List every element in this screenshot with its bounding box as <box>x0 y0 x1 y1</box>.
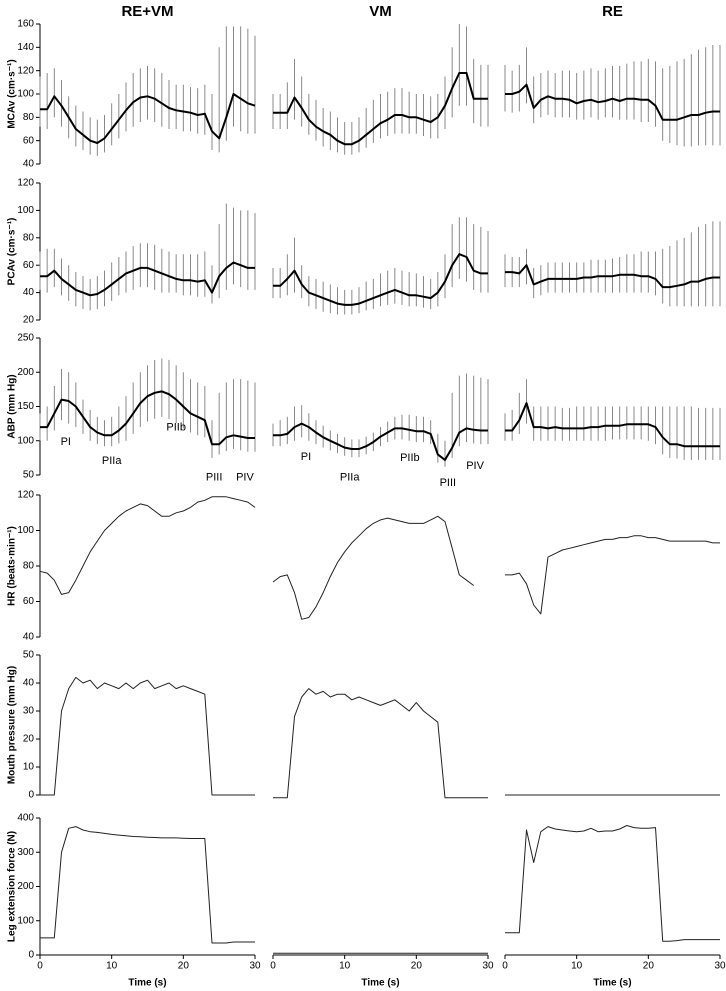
y-tick-label: 40 <box>23 287 35 298</box>
y-tick-label: 120 <box>17 65 34 76</box>
phase-label: PIV <box>466 460 484 472</box>
x-tick-label: 0 <box>37 961 43 972</box>
y-tick-label: 0 <box>28 950 34 961</box>
y-tick-label: 60 <box>23 260 35 271</box>
y-axis-label: Mouth pressure (mm Hg) <box>7 666 18 784</box>
y-axis-label: PCAv (cm·s⁻¹) <box>7 218 18 286</box>
y-tick-label: 50 <box>23 470 35 481</box>
y-tick-label: 120 <box>17 490 34 501</box>
y-tick-label: 250 <box>17 333 34 344</box>
y-tick-label: 40 <box>23 678 35 689</box>
x-tick-label: 0 <box>270 961 276 972</box>
y-tick-label: 160 <box>17 19 34 30</box>
x-tick-label: 30 <box>482 961 494 972</box>
trace-line <box>505 825 720 942</box>
trace-line <box>505 535 720 615</box>
x-tick-label: 10 <box>339 961 351 972</box>
x-axis-label: Time (s) <box>128 978 166 989</box>
mean-line <box>505 264 720 289</box>
y-tick-label: 100 <box>17 205 34 216</box>
mean-line <box>40 261 255 297</box>
y-axis-label: ABP (mm Hg) <box>7 374 18 438</box>
phase-label: PIIb <box>400 452 420 464</box>
mean-line <box>273 422 488 461</box>
x-tick-label: 10 <box>106 961 118 972</box>
y-tick-label: 0 <box>28 790 34 801</box>
column-title: RE+VM <box>121 3 173 20</box>
y-tick-label: 80 <box>23 112 35 123</box>
mean-line <box>273 253 488 306</box>
mean-line <box>40 390 255 446</box>
y-tick-label: 40 <box>23 159 35 170</box>
x-tick-label: 20 <box>643 961 655 972</box>
trace-line <box>39 496 256 595</box>
mean-line <box>505 402 720 448</box>
mean-line <box>40 93 256 144</box>
y-tick-label: 80 <box>23 561 35 572</box>
trace-line <box>273 688 488 799</box>
phase-label: PIII <box>206 472 223 484</box>
y-axis-label: HR (beats·min⁻¹) <box>7 526 18 606</box>
mean-line <box>505 83 720 121</box>
y-tick-label: 60 <box>23 135 35 146</box>
y-tick-label: 120 <box>17 178 34 189</box>
y-tick-label: 200 <box>17 367 34 378</box>
y-tick-label: 300 <box>17 847 34 858</box>
column-title: VM <box>369 3 392 20</box>
phase-label: PI <box>61 436 71 448</box>
phase-label: PIIb <box>166 422 186 434</box>
trace-line <box>40 826 255 944</box>
y-tick-label: 40 <box>23 632 35 643</box>
x-tick-label: 10 <box>571 961 583 972</box>
y-tick-label: 400 <box>17 813 34 824</box>
phase-label: PIIa <box>102 455 122 467</box>
y-tick-label: 100 <box>17 89 34 100</box>
trace-line <box>272 515 474 620</box>
phase-label: PIII <box>440 477 457 489</box>
phase-label: PI <box>301 451 311 463</box>
x-tick-label: 20 <box>411 961 423 972</box>
y-tick-label: 140 <box>17 42 34 53</box>
y-tick-label: 10 <box>23 762 35 773</box>
phase-label: PIV <box>236 472 254 484</box>
y-tick-label: 100 <box>17 525 34 536</box>
mean-line <box>273 72 488 146</box>
y-tick-label: 50 <box>23 650 35 661</box>
y-axis-label: MCAv (cm·s⁻¹) <box>7 59 18 128</box>
x-axis-label: Time (s) <box>593 978 631 989</box>
trace-line <box>40 676 255 796</box>
x-tick-label: 30 <box>714 961 726 972</box>
y-tick-label: 60 <box>23 596 35 607</box>
phase-label: PIIa <box>340 472 360 484</box>
y-tick-label: 200 <box>17 881 34 892</box>
x-axis-label: Time (s) <box>361 978 399 989</box>
x-tick-label: 20 <box>178 961 190 972</box>
column-title: RE <box>602 3 623 20</box>
x-tick-label: 30 <box>249 961 261 972</box>
y-axis-label: Leg extension force (N) <box>7 831 18 942</box>
y-tick-label: 100 <box>17 435 34 446</box>
y-tick-label: 20 <box>23 734 35 745</box>
y-tick-label: 150 <box>17 401 34 412</box>
y-tick-label: 80 <box>23 232 35 243</box>
y-tick-label: 100 <box>17 915 34 926</box>
y-tick-label: 30 <box>23 706 35 717</box>
y-tick-label: 20 <box>23 315 35 326</box>
x-tick-label: 0 <box>502 961 508 972</box>
